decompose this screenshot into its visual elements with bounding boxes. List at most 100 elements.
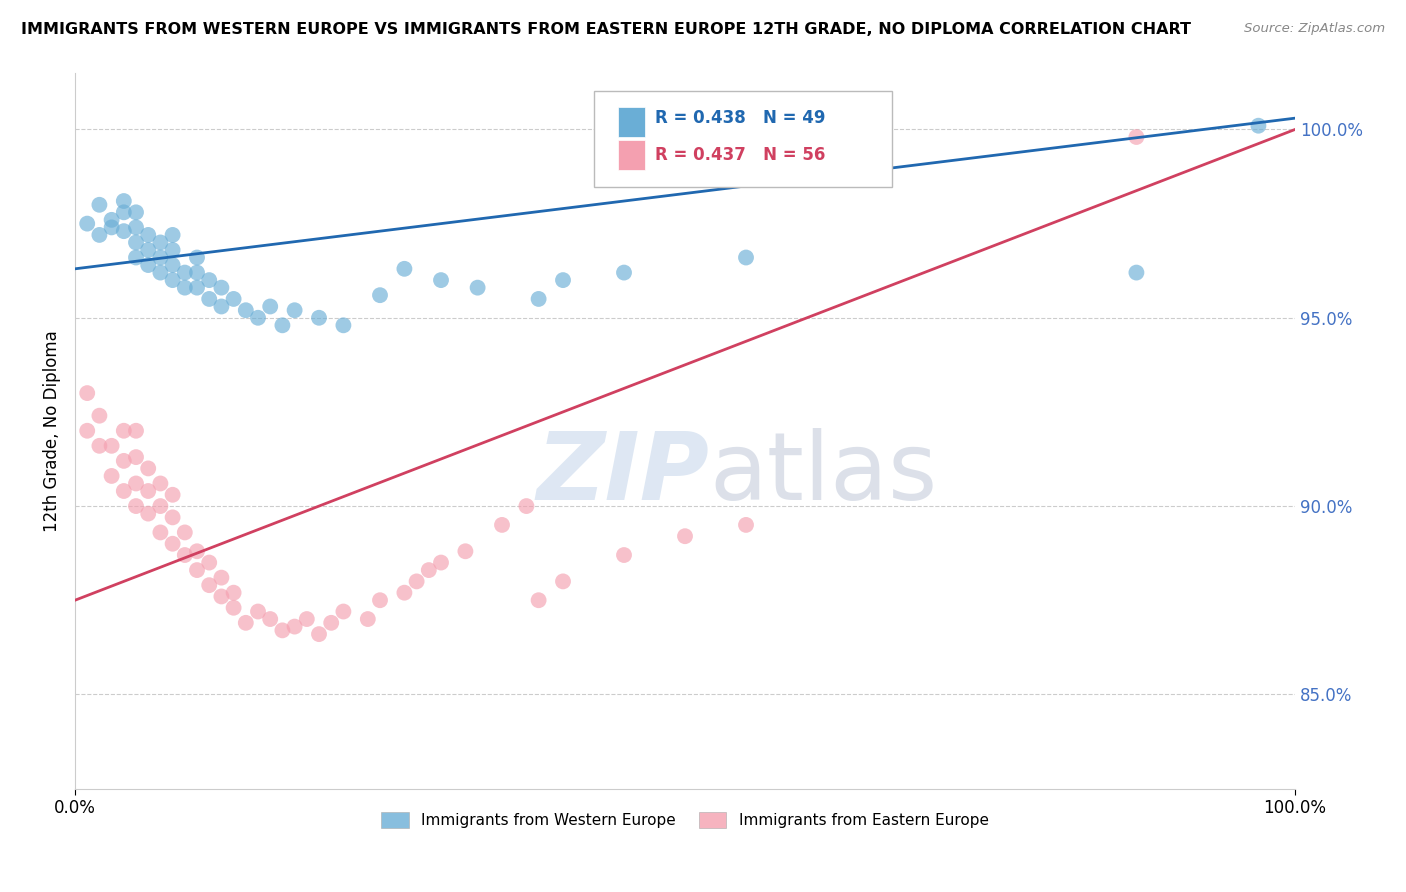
Point [332, 605, 354, 619]
Point [368, 288, 391, 302]
Point [136, 227, 159, 242]
Point [125, 450, 148, 464]
Point [247, 605, 270, 619]
Point [76, 217, 98, 231]
Point [162, 258, 184, 272]
Point [284, 619, 307, 633]
Point [332, 318, 354, 333]
Point [162, 273, 184, 287]
FancyBboxPatch shape [593, 91, 893, 187]
Point [613, 548, 636, 562]
Point [1125, 266, 1147, 280]
Point [149, 476, 172, 491]
Point [89, 439, 111, 453]
Point [89, 227, 111, 242]
Point [112, 424, 135, 438]
Point [112, 483, 135, 498]
Text: R = 0.438   N = 49: R = 0.438 N = 49 [655, 109, 825, 127]
Point [149, 525, 172, 540]
Point [284, 303, 307, 318]
Point [222, 585, 245, 599]
Point [173, 525, 195, 540]
Point [100, 212, 122, 227]
Point [186, 266, 208, 280]
Point [173, 266, 195, 280]
Point [1125, 130, 1147, 145]
Text: R = 0.437   N = 56: R = 0.437 N = 56 [655, 146, 825, 164]
Point [173, 280, 195, 294]
Point [149, 266, 172, 280]
Point [551, 273, 574, 287]
Point [430, 273, 453, 287]
Point [467, 280, 489, 294]
Point [76, 424, 98, 438]
Point [112, 205, 135, 219]
Point [100, 439, 122, 453]
Point [125, 424, 148, 438]
Point [100, 220, 122, 235]
Point [198, 556, 221, 570]
Point [527, 593, 550, 607]
Point [186, 563, 208, 577]
FancyBboxPatch shape [617, 107, 645, 137]
Text: Source: ZipAtlas.com: Source: ZipAtlas.com [1244, 22, 1385, 36]
Point [259, 300, 281, 314]
Point [100, 469, 122, 483]
Point [125, 476, 148, 491]
Point [186, 251, 208, 265]
Point [222, 600, 245, 615]
Point [162, 227, 184, 242]
Point [162, 537, 184, 551]
Point [112, 454, 135, 468]
Point [198, 273, 221, 287]
Point [735, 517, 758, 532]
Point [271, 624, 294, 638]
Point [394, 585, 416, 599]
Point [357, 612, 380, 626]
Point [89, 198, 111, 212]
Point [149, 251, 172, 265]
Point [125, 220, 148, 235]
FancyBboxPatch shape [617, 139, 645, 169]
Point [76, 386, 98, 401]
Point [198, 578, 221, 592]
Point [222, 292, 245, 306]
Point [430, 556, 453, 570]
Point [136, 258, 159, 272]
Point [321, 615, 343, 630]
Point [308, 627, 330, 641]
Point [259, 612, 281, 626]
Point [735, 251, 758, 265]
Point [418, 563, 440, 577]
Point [209, 300, 232, 314]
Y-axis label: 12th Grade, No Diploma: 12th Grade, No Diploma [44, 330, 60, 532]
Point [162, 488, 184, 502]
Point [136, 483, 159, 498]
Point [209, 571, 232, 585]
Point [454, 544, 477, 558]
Point [368, 593, 391, 607]
Point [186, 280, 208, 294]
Point [186, 544, 208, 558]
Point [112, 224, 135, 238]
Point [89, 409, 111, 423]
Point [613, 266, 636, 280]
Point [136, 461, 159, 475]
Point [271, 318, 294, 333]
Point [125, 251, 148, 265]
Point [112, 194, 135, 208]
Text: atlas: atlas [710, 427, 938, 520]
Point [527, 292, 550, 306]
Text: IMMIGRANTS FROM WESTERN EUROPE VS IMMIGRANTS FROM EASTERN EUROPE 12TH GRADE, NO : IMMIGRANTS FROM WESTERN EUROPE VS IMMIGR… [21, 22, 1191, 37]
Point [551, 574, 574, 589]
Point [125, 499, 148, 513]
Point [491, 517, 513, 532]
Point [125, 205, 148, 219]
Point [405, 574, 427, 589]
Point [295, 612, 318, 626]
Point [173, 548, 195, 562]
Point [198, 292, 221, 306]
Point [515, 499, 537, 513]
Point [209, 590, 232, 604]
Point [673, 529, 696, 543]
